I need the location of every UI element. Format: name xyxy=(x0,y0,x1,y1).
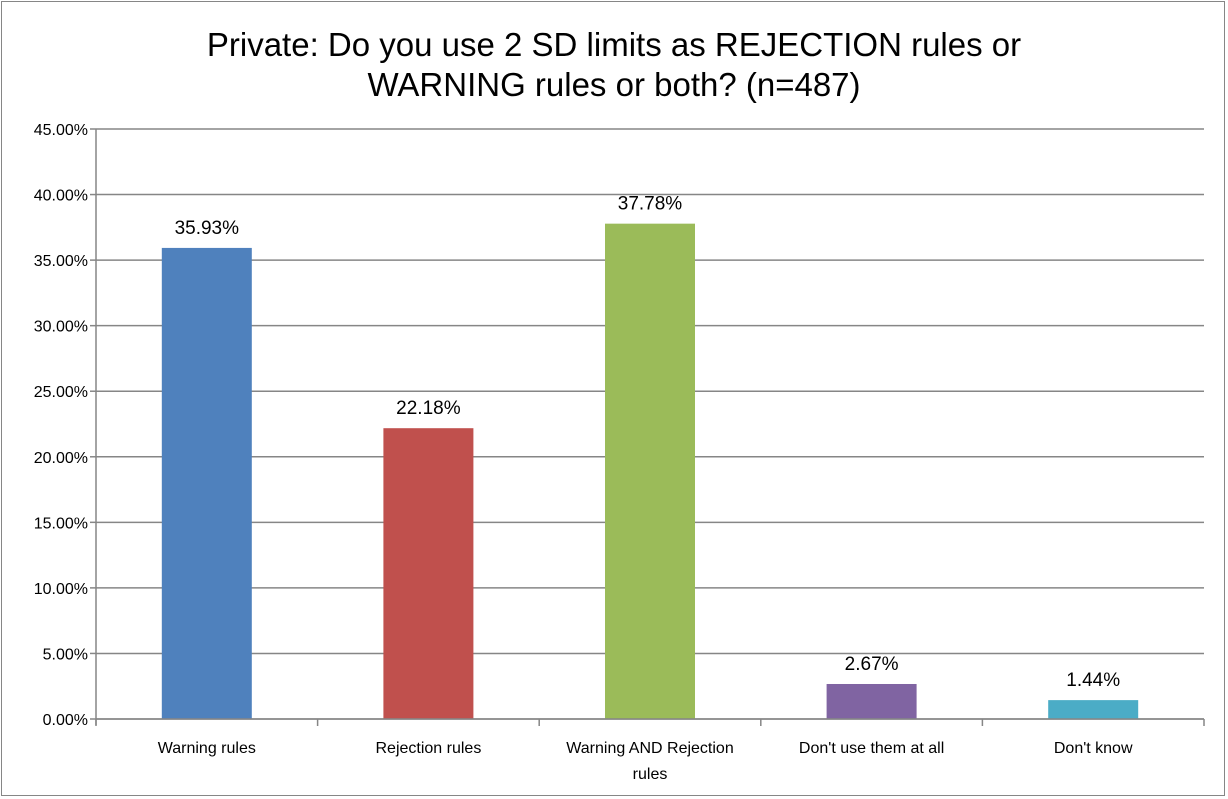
bar-4 xyxy=(826,683,917,719)
y-tick-label: 20.00% xyxy=(34,450,88,467)
bar-1 xyxy=(161,247,252,719)
x-category-label: Don't use them at all xyxy=(799,740,944,757)
data-label: 35.93% xyxy=(175,218,240,239)
x-category-label: rules xyxy=(633,766,668,783)
y-tick-label: 25.00% xyxy=(34,384,88,401)
data-label: 37.78% xyxy=(618,194,683,215)
x-category-label: Warning rules xyxy=(158,740,256,757)
y-tick-label: 40.00% xyxy=(34,188,88,205)
y-tick-label: 0.00% xyxy=(43,712,88,729)
chart-title: Private: Do you use 2 SD limits as REJEC… xyxy=(207,26,1021,63)
x-category-label: Don't know xyxy=(1054,740,1133,757)
data-label: 2.67% xyxy=(845,654,899,675)
y-tick-label: 30.00% xyxy=(34,319,88,336)
bar-5 xyxy=(1048,700,1139,719)
x-category-label: Warning AND Rejection xyxy=(566,740,733,757)
data-label: 1.44% xyxy=(1066,670,1120,691)
y-tick-label: 10.00% xyxy=(34,581,88,598)
y-tick-label: 35.00% xyxy=(34,253,88,270)
y-tick-label: 15.00% xyxy=(34,515,88,532)
bar-3 xyxy=(605,223,695,719)
x-category-label: Rejection rules xyxy=(375,740,481,757)
y-tick-label: 45.00% xyxy=(34,122,88,139)
chart-title: WARNING rules or both? (n=487) xyxy=(367,66,860,103)
y-tick-label: 5.00% xyxy=(43,646,88,663)
bar-2 xyxy=(383,428,474,719)
data-label: 22.18% xyxy=(396,398,461,419)
